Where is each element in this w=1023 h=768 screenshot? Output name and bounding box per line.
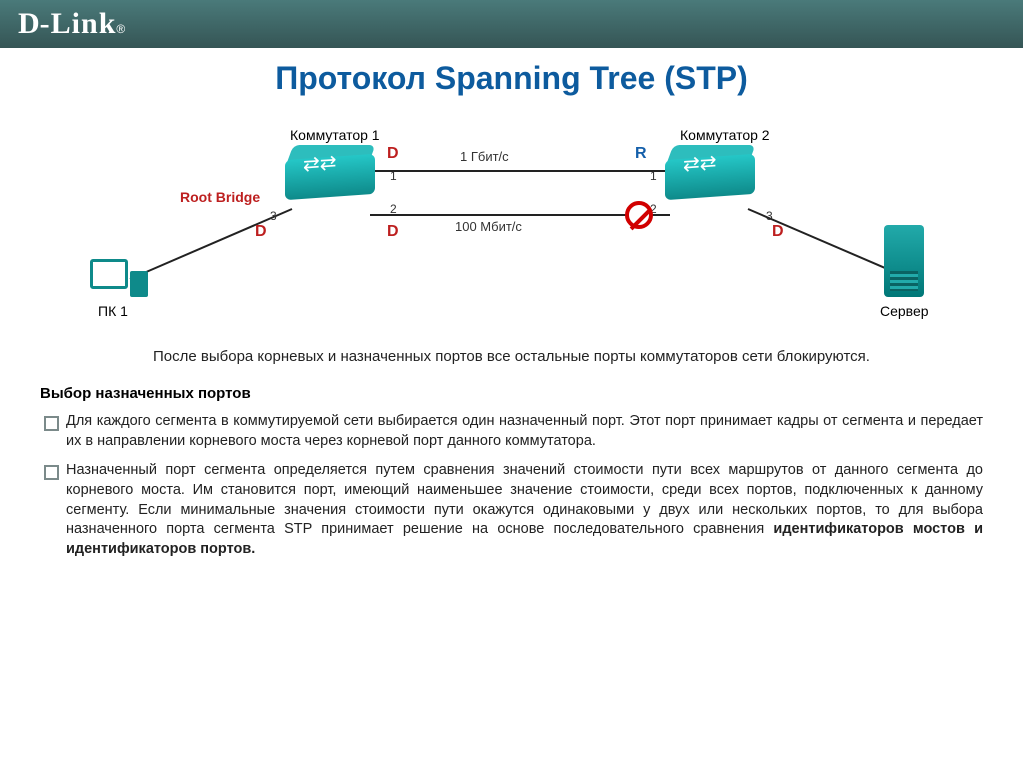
diagram-caption: После выбора корневых и назначенных порт… (90, 347, 933, 367)
port-d-s2-p3: D (772, 223, 784, 241)
s1-port1: 1 (390, 169, 397, 183)
network-diagram: Коммутатор 1 Коммутатор 2 Root Bridge 1 … (60, 109, 963, 339)
server-label: Сервер (880, 303, 929, 319)
link-top-label: 1 Гбит/с (460, 149, 509, 164)
server-icon (884, 225, 924, 297)
bullet-2: Назначенный порт сегмента определяется п… (40, 461, 983, 559)
s2-port1: 1 (650, 169, 657, 183)
port-d-s1-p2: D (387, 223, 399, 241)
logo-d: D (18, 7, 40, 41)
subheading: Выбор назначенных портов (40, 385, 983, 402)
header-bar: D -Link ® (0, 0, 1023, 48)
switch1-label: Коммутатор 1 (290, 127, 380, 143)
switch2-icon: ⇄⇄ (665, 157, 755, 213)
bullet-1: Для каждого сегмента в коммутируемой сет… (40, 412, 983, 451)
logo-reg: ® (116, 22, 125, 36)
bullet-list: Для каждого сегмента в коммутируемой сет… (40, 412, 983, 559)
port-d-s1-p3: D (255, 223, 267, 241)
brand-logo: D -Link ® (18, 7, 125, 41)
switch1-icon: ⇄⇄ (285, 157, 375, 213)
pc-icon (90, 259, 138, 297)
blocked-port-icon (625, 201, 653, 229)
s1-port3: 3 (270, 209, 277, 223)
s2-port3: 3 (766, 209, 773, 223)
pc-label: ПК 1 (98, 303, 128, 319)
switch2-label: Коммутатор 2 (680, 127, 770, 143)
s1-port2: 2 (390, 202, 397, 216)
link-bottom-label: 100 Мбит/с (455, 219, 522, 234)
page-title: Протокол Spanning Tree (STP) (0, 60, 1023, 97)
port-r-s2-top: R (635, 145, 647, 163)
port-d-s1-top: D (387, 145, 399, 163)
logo-link: -Link (40, 7, 117, 41)
root-bridge-label: Root Bridge (180, 189, 260, 205)
